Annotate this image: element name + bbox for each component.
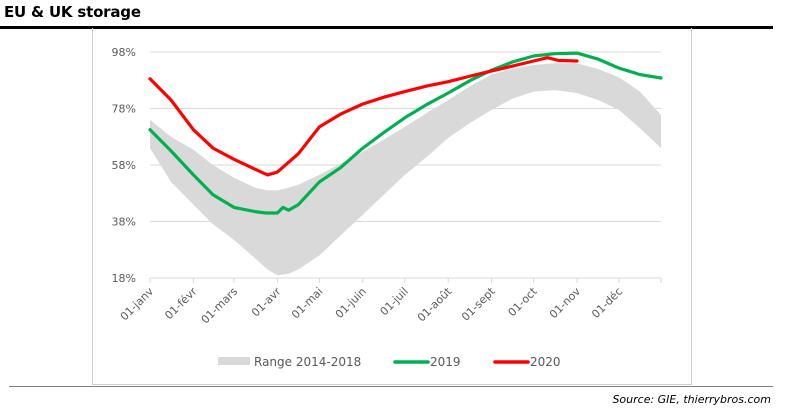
x-tick-label: 01-juin (333, 285, 369, 321)
x-tick-label: 01-mai (289, 285, 325, 321)
legend: Range 2014-2018 2019 2020 (218, 355, 561, 369)
y-tick-label: 58% (112, 159, 136, 172)
x-tick-label: 01-déc (589, 285, 625, 321)
chart-frame (92, 28, 692, 385)
legend-label-2020: 2020 (530, 355, 561, 369)
page-title: EU & UK storage (4, 3, 141, 21)
y-tick-label: 98% (112, 46, 136, 59)
y-tick-label: 78% (112, 103, 136, 116)
x-tick-label: 01-mars (199, 285, 241, 327)
legend-swatch-range (218, 357, 250, 365)
legend-label-range: Range 2014-2018 (254, 355, 361, 369)
x-tick-label: 01-nov (547, 285, 584, 322)
range-area-layer (150, 63, 661, 276)
x-tick-label: 01-janv (118, 285, 157, 324)
source-note: Source: GIE, thierrybros.com (612, 393, 771, 406)
x-tick-label: 01-sept (459, 284, 498, 323)
x-tick-label: 01-févr (162, 285, 200, 323)
title-underline (0, 26, 773, 29)
y-tick-label: 38% (112, 216, 136, 229)
x-tick-label: 01-avr (249, 285, 284, 320)
legend-label-2019: 2019 (430, 355, 461, 369)
y-tick-label: 18% (112, 272, 136, 285)
footer-rule (9, 386, 773, 387)
series-line-2020 (148, 56, 579, 177)
x-tick-label: 01-août (415, 284, 455, 324)
x-tick-label: 01-juil (378, 285, 411, 318)
series-line-2019 (148, 51, 663, 215)
range-2014-2018-area (150, 63, 661, 276)
series-layer (148, 51, 663, 215)
x-tick-label: 01-oct (506, 284, 541, 319)
